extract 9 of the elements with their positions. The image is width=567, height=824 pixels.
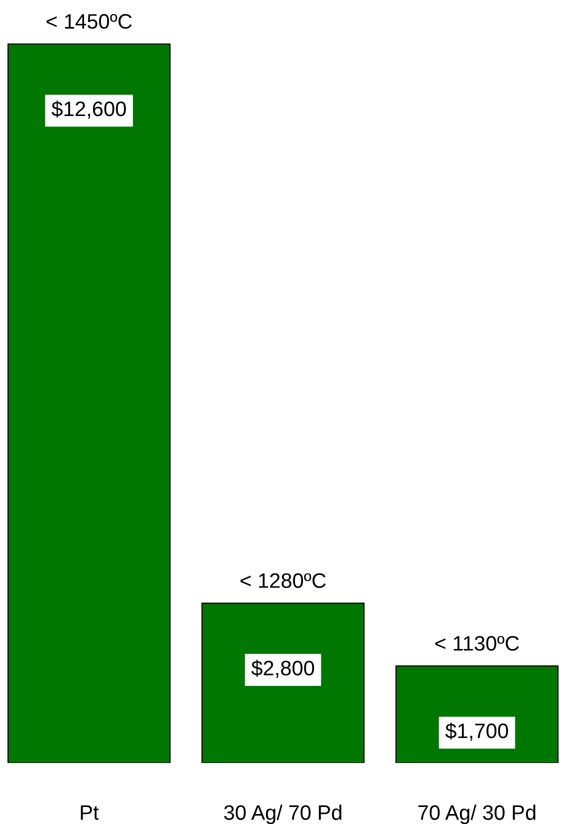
x-tick-label: Pt <box>80 805 99 820</box>
annotation: < 1130ºC <box>435 636 519 651</box>
annotation: < 1280ºC <box>240 573 326 588</box>
data-label: $1,700 <box>445 722 508 741</box>
data-label: $12,600 <box>52 100 126 119</box>
x-tick-label: 70 Ag/ 30 Pd <box>418 804 536 824</box>
data-label: $2,800 <box>251 660 314 678</box>
annotation: < 1450ºC <box>46 14 132 29</box>
x-tick-label: 30 Ag/ 70 Pd <box>224 804 342 824</box>
